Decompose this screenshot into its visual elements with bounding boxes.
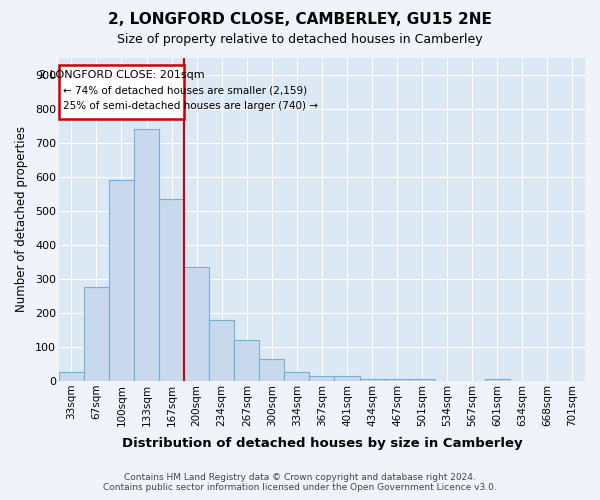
Bar	[359, 380, 385, 381]
Bar	[109, 180, 134, 381]
Bar	[259, 359, 284, 381]
Y-axis label: Number of detached properties: Number of detached properties	[15, 126, 28, 312]
Text: ← 74% of detached houses are smaller (2,159): ← 74% of detached houses are smaller (2,…	[62, 86, 307, 96]
Bar	[310, 376, 334, 381]
Bar	[284, 372, 310, 381]
Bar	[410, 378, 434, 381]
Bar	[84, 288, 109, 381]
Text: 2, LONGFORD CLOSE, CAMBERLEY, GU15 2NE: 2, LONGFORD CLOSE, CAMBERLEY, GU15 2NE	[108, 12, 492, 28]
Bar	[485, 380, 510, 381]
Text: 25% of semi-detached houses are larger (740) →: 25% of semi-detached houses are larger (…	[62, 100, 317, 110]
Bar	[59, 372, 84, 381]
FancyBboxPatch shape	[59, 65, 184, 120]
Bar	[334, 376, 359, 381]
Bar	[209, 320, 234, 381]
Bar	[385, 380, 410, 381]
Bar	[159, 199, 184, 381]
Text: Size of property relative to detached houses in Camberley: Size of property relative to detached ho…	[117, 32, 483, 46]
Text: 2 LONGFORD CLOSE: 201sqm: 2 LONGFORD CLOSE: 201sqm	[38, 70, 204, 80]
Text: Contains HM Land Registry data © Crown copyright and database right 2024.
Contai: Contains HM Land Registry data © Crown c…	[103, 473, 497, 492]
Bar	[184, 267, 209, 381]
Bar	[134, 129, 159, 381]
Bar	[234, 340, 259, 381]
X-axis label: Distribution of detached houses by size in Camberley: Distribution of detached houses by size …	[122, 437, 522, 450]
